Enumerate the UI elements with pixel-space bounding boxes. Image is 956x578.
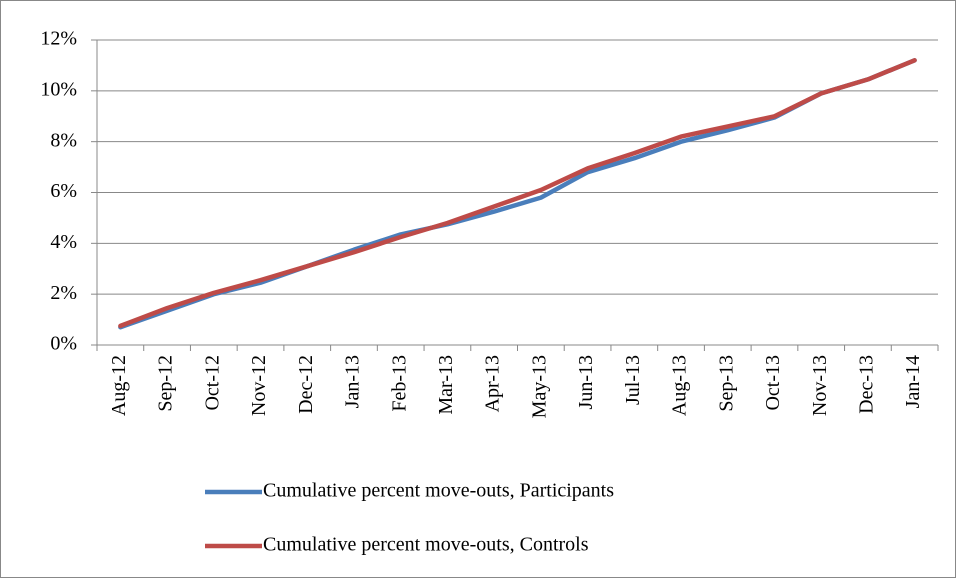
x-tick-label: Feb-13 <box>388 355 410 412</box>
x-tick-label: Jan-13 <box>342 355 364 408</box>
y-tick-label: 12% <box>40 28 77 50</box>
x-tick-label: Apr-13 <box>482 355 504 412</box>
x-tick-label: Jan-14 <box>902 355 924 408</box>
x-tick-label: Jun-13 <box>575 355 597 409</box>
x-tick-label: Dec-12 <box>295 355 317 414</box>
series-line <box>118 58 917 329</box>
legend-label: Cumulative percent move-outs, Participan… <box>263 480 614 502</box>
x-tick-label: Aug-13 <box>669 355 691 416</box>
y-tick-label: 8% <box>50 129 77 151</box>
y-tick-label: 6% <box>50 180 77 202</box>
x-tick-label: Aug-12 <box>108 355 130 416</box>
x-tick-label: Sep-13 <box>715 355 737 412</box>
y-tick-label: 2% <box>50 282 77 304</box>
y-tick-label: 0% <box>50 333 77 355</box>
x-tick-label: Sep-12 <box>155 355 177 412</box>
x-tick-label: Jul-13 <box>622 355 644 405</box>
x-tick-label: Mar-13 <box>435 355 457 415</box>
x-tick-label: Nov-13 <box>809 355 831 416</box>
x-tick-label: Nov-12 <box>248 355 270 416</box>
legend-label: Cumulative percent move-outs, Controls <box>263 534 589 556</box>
x-tick-label: Dec-13 <box>856 355 878 414</box>
x-tick-label: Oct-12 <box>201 355 223 411</box>
y-tick-label: 4% <box>50 231 77 253</box>
x-tick-label: Oct-13 <box>762 355 784 411</box>
x-tick-label: May-13 <box>528 355 550 418</box>
y-tick-label: 10% <box>40 78 77 100</box>
